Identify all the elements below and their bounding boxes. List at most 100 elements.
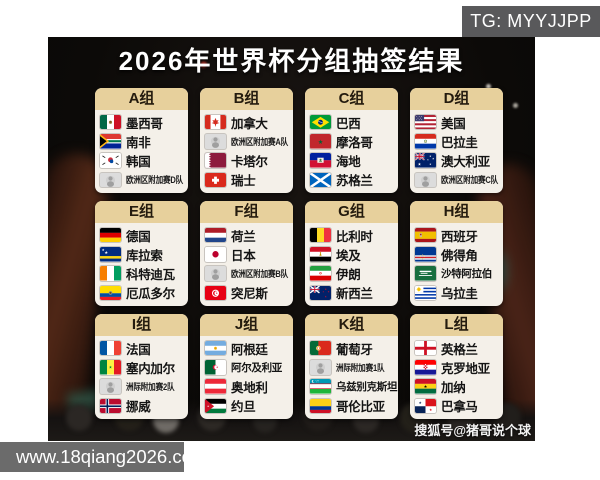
group-body: 西班牙 佛得角 沙特阿拉伯 乌拉圭	[410, 223, 503, 306]
team-label: 西班牙	[441, 229, 478, 244]
team-row: 墨西哥	[100, 113, 183, 131]
team-row: 乌兹别克斯坦	[310, 378, 398, 396]
team-row: 美国	[415, 113, 498, 131]
team-row: 日本	[205, 245, 288, 263]
team-row: 韩国	[100, 152, 183, 170]
svg-text:★: ★	[109, 365, 113, 370]
svg-text:★: ★	[216, 292, 219, 295]
team-row: 克罗地亚	[415, 358, 498, 376]
team-row: ★ 塞内加尔	[100, 358, 183, 376]
team-label: 欧洲区附加赛B队	[231, 269, 289, 280]
team-row: 挪威	[100, 397, 183, 415]
group-header: A组	[95, 88, 188, 110]
svg-text:★: ★	[424, 384, 428, 390]
svg-text:★: ★	[418, 162, 422, 167]
team-label: 洲际附加赛2队	[126, 382, 175, 393]
flag-icon: ★ ★ ★ ★ ★	[415, 153, 436, 168]
flag-icon	[205, 227, 226, 243]
group-header: C组	[305, 88, 398, 110]
team-label: 厄瓜多尔	[126, 287, 175, 302]
team-label: 日本	[231, 248, 256, 263]
group-body: 加拿大 欧洲区附加赛A队 卡塔尔 瑞士	[200, 110, 293, 193]
group-header: J组	[200, 314, 293, 336]
team-row: 欧洲区附加赛A队	[205, 132, 288, 150]
team-label: 卡塔尔	[231, 155, 268, 170]
team-row: 欧洲区附加赛B队	[205, 265, 288, 283]
team-row: 卡塔尔	[205, 152, 288, 170]
team-label: 加纳	[441, 381, 466, 396]
flag-icon	[310, 398, 331, 413]
team-label: 欧洲区附加赛D队	[126, 175, 184, 186]
team-label: 奥地利	[231, 381, 268, 396]
team-label: 哥伦比亚	[336, 400, 385, 415]
team-label: 阿尔及利亚	[231, 361, 282, 374]
svg-text:★: ★	[102, 248, 105, 252]
group-header: H组	[410, 201, 503, 223]
team-row: 哥伦比亚	[310, 397, 393, 415]
team-row: 乌拉圭	[415, 284, 498, 302]
flag-icon	[205, 340, 226, 356]
flag-icon: ★	[205, 285, 226, 300]
svg-text:★: ★	[327, 290, 330, 293]
group-card: G组 比利时 埃及 伊朗 ★ ★ ★ ★ 新西兰	[305, 201, 398, 306]
group-card: E组 德国 ★ ★ 库拉索 科特迪瓦 厄瓜多尔	[95, 201, 188, 306]
bokeh-light	[486, 84, 491, 89]
group-card: D组 美国 ★ 巴拉圭 ★ ★ ★ ★ ★ 澳大利亚 欧洲区附加赛C队	[410, 88, 503, 193]
team-label: 突尼斯	[231, 287, 268, 302]
team-label: 澳大利亚	[441, 155, 490, 170]
flag-icon	[310, 114, 331, 130]
group-body: 法国 ★ 塞内加尔洲际附加赛2队挪威	[95, 336, 188, 419]
bokeh-light	[340, 55, 344, 59]
group-body: 阿根廷 ★ 阿尔及利亚 奥地利 约旦	[200, 336, 293, 419]
flag-icon	[415, 266, 436, 281]
group-card: F组 荷兰 日本 欧洲区附加赛B队 ★ 突尼斯	[200, 201, 293, 306]
team-row: 德国	[100, 226, 183, 244]
team-label: 苏格兰	[336, 174, 373, 189]
team-label: 瑞士	[231, 174, 256, 189]
group-header: K组	[305, 314, 398, 336]
group-header: G组	[305, 201, 398, 223]
team-label: 墨西哥	[126, 116, 163, 131]
team-label: 欧洲区附加赛C队	[441, 175, 499, 186]
team-row: 苏格兰	[310, 171, 393, 189]
team-label: 南非	[126, 135, 151, 150]
team-row: 欧洲区附加赛D队	[100, 171, 183, 189]
team-row: 奥地利	[205, 378, 288, 396]
team-label: 美国	[441, 116, 466, 131]
team-label: 比利时	[336, 229, 373, 244]
placeholder-avatar-icon	[415, 172, 436, 187]
svg-text:★: ★	[419, 400, 422, 404]
flag-icon: ★	[310, 134, 331, 149]
flag-icon	[205, 153, 226, 168]
team-row: 约旦	[205, 397, 288, 415]
team-row: ★ 阿尔及利亚	[205, 358, 288, 376]
team-label: 巴西	[336, 116, 361, 131]
flag-icon	[310, 153, 331, 168]
flag-icon	[100, 227, 121, 243]
group-card: H组 西班牙 佛得角 沙特阿拉伯 乌拉圭	[410, 201, 503, 306]
flag-icon	[310, 227, 331, 243]
team-label: 阿根廷	[231, 342, 268, 357]
flag-icon	[205, 114, 226, 130]
svg-text:★: ★	[104, 250, 108, 256]
group-card: A组 墨西哥南非韩国欧洲区附加赛D队	[95, 88, 188, 193]
team-row: 法国	[100, 339, 183, 357]
team-row: ★ 巴拉圭	[415, 132, 498, 150]
group-card: I组 法国 ★ 塞内加尔 洲际附加赛2队 挪威	[95, 314, 188, 419]
team-row: 阿根廷	[205, 339, 288, 357]
flag-icon	[310, 172, 331, 187]
team-row: 英格兰	[415, 339, 498, 357]
team-label: 乌拉圭	[441, 287, 478, 302]
team-label: 洲际附加赛1队	[336, 362, 385, 373]
team-label: 欧洲区附加赛A队	[231, 136, 289, 147]
flag-icon	[205, 172, 226, 187]
flag-icon	[100, 340, 121, 356]
team-row: 洲际附加赛1队	[310, 358, 393, 376]
flag-icon	[415, 360, 436, 375]
flag-icon	[100, 285, 121, 300]
group-card: K组 葡萄牙 洲际附加赛1队 乌兹别克斯坦 哥伦比亚	[305, 314, 398, 419]
placeholder-avatar-icon	[205, 134, 226, 149]
svg-text:★: ★	[429, 408, 432, 412]
team-label: 荷兰	[231, 229, 256, 244]
